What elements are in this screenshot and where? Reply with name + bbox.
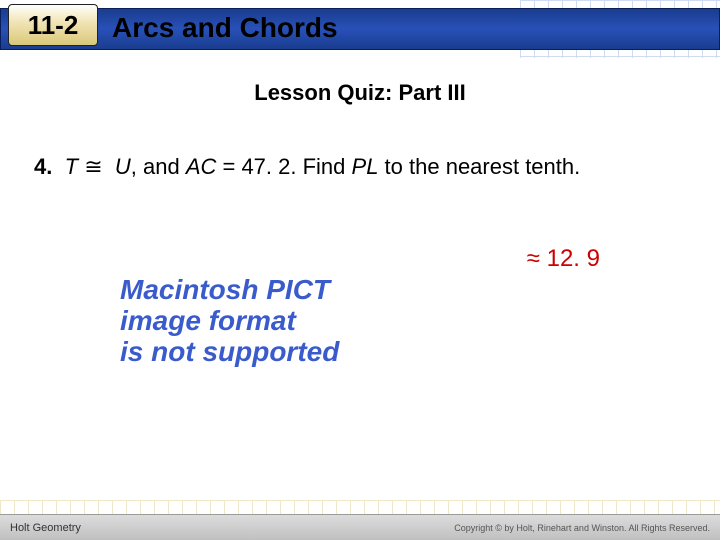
variable-u: U xyxy=(115,154,131,179)
mid-text: , and xyxy=(131,154,186,179)
question-block: 4. T ≅ U, and AC = 47. 2. Find PL to the… xyxy=(34,152,686,182)
section-number: 11-2 xyxy=(28,10,79,41)
variable-t: T xyxy=(65,154,78,179)
footer-copyright: Copyright © by Holt, Rinehart and Winsto… xyxy=(454,523,710,533)
lesson-subtitle: Lesson Quiz: Part III xyxy=(0,80,720,106)
section-number-badge: 11-2 xyxy=(8,4,98,46)
answer-value: 12. 9 xyxy=(547,245,600,272)
question-number: 4. xyxy=(34,154,52,179)
slide-header: 11-2 Arcs and Chords xyxy=(0,0,720,58)
variable-ac: AC xyxy=(186,154,217,179)
end-text: to the nearest tenth. xyxy=(378,154,580,179)
variable-pl: PL xyxy=(352,154,379,179)
slide-footer: Holt Geometry Copyright © by Holt, Rineh… xyxy=(0,514,720,540)
pict-line-2: image format xyxy=(120,306,430,337)
approx-symbol: ≈ xyxy=(527,245,540,272)
header-blue-bar xyxy=(0,8,720,50)
congruent-symbol: ≅ xyxy=(84,154,102,179)
pict-line-1: Macintosh PICT xyxy=(120,275,430,306)
footer-grid-decoration xyxy=(0,500,720,514)
pict-line-3: is not supported xyxy=(120,337,430,368)
pict-error-box: Macintosh PICT image format is not suppo… xyxy=(120,275,430,367)
chapter-title: Arcs and Chords xyxy=(112,12,338,44)
equals-text: = 47. 2. Find xyxy=(216,154,351,179)
footer-brand: Holt Geometry xyxy=(10,522,81,534)
answer-text: ≈ 12. 9 xyxy=(527,245,600,273)
